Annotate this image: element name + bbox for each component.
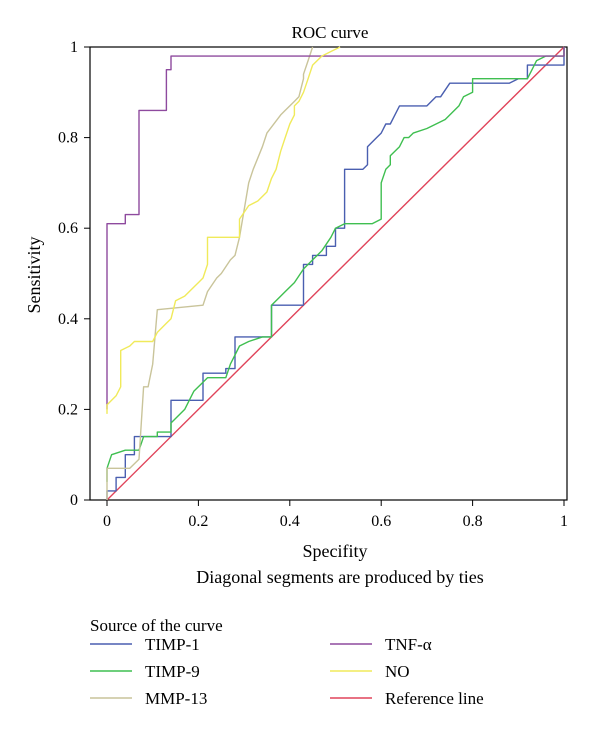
legend: TIMP-1 TIMP-9 MMP-13 TNF-α NO Reference line	[90, 635, 484, 708]
series-line-reference-line	[106, 46, 565, 501]
legend-title: Source of the curve	[90, 616, 223, 635]
y-tick-label: 0.2	[58, 401, 78, 418]
series-line-no	[106, 46, 341, 414]
series-group	[106, 46, 565, 500]
x-tick-label: 0.8	[463, 513, 483, 530]
plot-frame	[89, 46, 568, 501]
ties-note: Diagonal segments are produced by ties	[196, 567, 483, 587]
y-tick-label: 0	[70, 492, 78, 509]
chart-title: ROC curve	[292, 23, 369, 42]
x-tick-label: 0.2	[188, 513, 208, 530]
x-tick-label: 1	[560, 513, 568, 530]
y-tick-label: 0.8	[58, 130, 78, 147]
series-line-tnf	[106, 47, 565, 410]
legend-label-timp-9: TIMP-9	[145, 662, 200, 681]
x-tick-label: 0	[103, 513, 111, 530]
reference-line-group	[106, 46, 565, 501]
y-axis-ticks: 0 0.2 0.4 0.6 0.8 1	[58, 39, 90, 509]
series-line-timp-9	[106, 47, 565, 482]
x-tick-label: 0.6	[371, 513, 391, 530]
series-line-timp-1	[106, 47, 565, 500]
y-tick-label: 1	[70, 39, 78, 56]
x-tick-label: 0.4	[280, 513, 300, 530]
x-axis-ticks: 0 0.2 0.4 0.6 0.8 1	[103, 500, 568, 530]
y-tick-label: 0.4	[58, 311, 78, 328]
legend-label-no: NO	[385, 662, 410, 681]
legend-label-mmp-13: MMP-13	[145, 689, 207, 708]
x-axis-label: Specifity	[303, 541, 368, 561]
legend-label-tnf: TNF-α	[385, 635, 432, 654]
y-axis-label: Sensitivity	[24, 236, 44, 313]
series-line-mmp-13	[106, 46, 314, 500]
legend-label-reference-line: Reference line	[385, 689, 484, 708]
legend-label-timp-1: TIMP-1	[145, 635, 200, 654]
y-tick-label: 0.6	[58, 220, 78, 237]
